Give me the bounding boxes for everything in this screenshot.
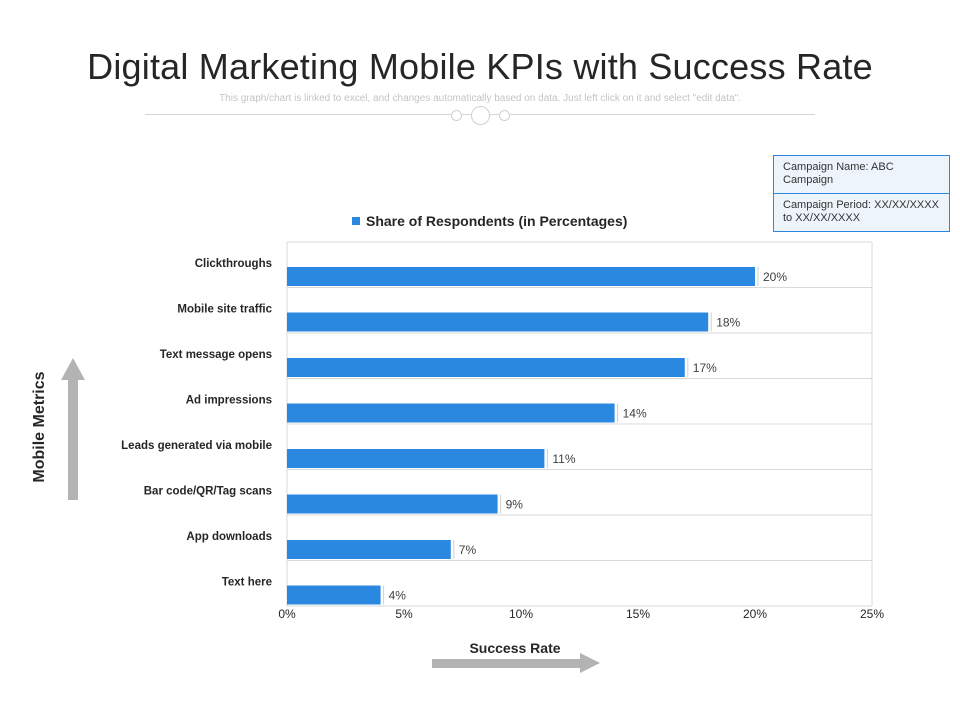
- category-label: Clickthroughs: [195, 258, 272, 270]
- divider-dot-right: [499, 110, 510, 121]
- y-arrow-shaft: [68, 378, 78, 500]
- bar: [287, 312, 709, 332]
- category-label: Leads generated via mobile: [121, 440, 272, 452]
- category-label: Bar code/QR/Tag scans: [144, 486, 272, 498]
- divider-dot-left: [451, 110, 462, 121]
- bar: [287, 494, 498, 514]
- legend-swatch: [352, 217, 360, 225]
- x-arrow-head: [580, 653, 600, 673]
- x-axis-title: Success Rate: [469, 640, 561, 656]
- data-label: 9%: [506, 498, 524, 512]
- legend-label: Share of Respondents (in Percentages): [366, 213, 628, 229]
- x-tick-label: 10%: [509, 607, 533, 621]
- bar: [287, 449, 545, 468]
- data-label: 4%: [389, 589, 407, 603]
- x-tick-label: 0%: [278, 607, 296, 621]
- category-label: Mobile site traffic: [177, 304, 272, 316]
- bar: [287, 267, 755, 286]
- page-subtitle: This graph/chart is linked to excel, and…: [219, 93, 741, 104]
- category-label: Ad impressions: [186, 395, 272, 407]
- bar: [287, 540, 451, 559]
- data-label: 18%: [716, 316, 740, 330]
- data-label: 11%: [552, 452, 575, 466]
- divider-dot-center: [471, 106, 490, 125]
- campaign-period: Campaign Period: XX/XX/XXXX to XX/XX/XXX…: [774, 193, 949, 231]
- campaign-info-box: Campaign Name: ABC Campaign Campaign Per…: [773, 155, 950, 232]
- data-label: 20%: [763, 270, 787, 284]
- category-label: Text message opens: [160, 349, 272, 361]
- data-label: 17%: [693, 361, 717, 375]
- y-axis-title: Mobile Metrics: [31, 371, 48, 483]
- campaign-name: Campaign Name: ABC Campaign: [783, 161, 894, 186]
- x-tick-label: 15%: [626, 607, 650, 621]
- page-title: Digital Marketing Mobile KPIs with Succe…: [87, 46, 873, 87]
- x-tick-label: 25%: [860, 607, 884, 621]
- x-arrow-shaft: [432, 659, 582, 668]
- y-arrow-head: [61, 358, 85, 380]
- data-label: 14%: [623, 407, 647, 421]
- bar: [287, 585, 381, 605]
- x-tick-label: 5%: [395, 607, 413, 621]
- bar: [287, 403, 615, 423]
- data-label: 7%: [459, 543, 477, 557]
- x-tick-label: 20%: [743, 607, 767, 621]
- category-label: Text here: [222, 577, 272, 589]
- chart-legend: Share of Respondents (in Percentages): [352, 213, 627, 229]
- bar: [287, 358, 685, 377]
- category-label: App downloads: [186, 531, 272, 543]
